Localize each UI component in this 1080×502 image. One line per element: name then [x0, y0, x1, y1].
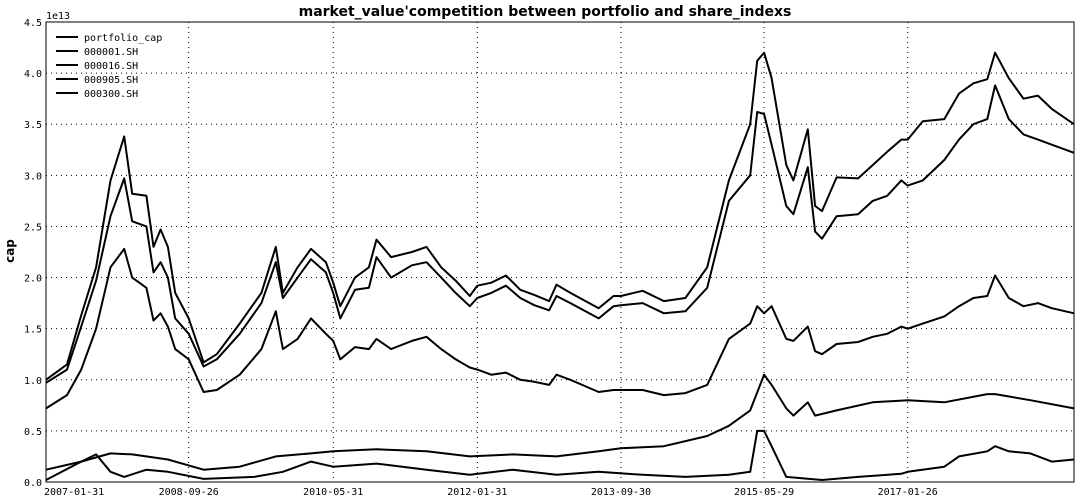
y-axis-label: cap [3, 239, 17, 263]
x-tick-label: 2015-05-29 [734, 487, 794, 498]
y-tick-label: 1.0 [24, 376, 42, 387]
y-tick-label: 4.5 [24, 18, 42, 29]
grid [46, 22, 1074, 482]
x-tick-label: 2013-09-30 [591, 487, 651, 498]
x-tick-label: 2017-01-26 [878, 487, 938, 498]
series-line-000905-sh [45, 373, 1075, 471]
y-tick-label: 1.5 [24, 325, 42, 336]
x-tick-label: 2007-01-31 [44, 487, 104, 498]
chart-title: market_value'competition between portfol… [299, 4, 792, 20]
y-tick-label: 0.0 [24, 478, 42, 489]
x-tick-label: 2010-05-31 [303, 487, 363, 498]
series-line-000016-sh [45, 247, 1075, 410]
y-tick-label: 0.5 [24, 427, 42, 438]
y-tick-label: 4.0 [24, 69, 42, 80]
legend-label: 000001.SH [84, 47, 138, 58]
x-tick-label: 2012-01-31 [447, 487, 507, 498]
legend-label: 000016.SH [84, 61, 138, 72]
tick-labels: 0.0 0.5 1.0 1.5 2.0 2.5 3.0 3.5 4.0 4.5 2007-01-31… [24, 18, 938, 498]
y-tick-label: 2.5 [24, 222, 42, 233]
y-tick-label: 2.0 [24, 274, 42, 285]
x-tick-label: 2008-09-26 [159, 487, 219, 498]
y-tick-label: 3.0 [24, 171, 42, 182]
legend-label: portfolio_cap [84, 33, 162, 44]
y-scale-label: 1e13 [46, 11, 70, 22]
legend-label: 000905.SH [84, 75, 138, 86]
series-line-000300-sh [45, 429, 1075, 481]
series-line-000001-sh [45, 84, 1075, 384]
series-line-portfolio-cap [45, 51, 1075, 381]
legend-label: 000300.SH [84, 89, 138, 100]
plot-frame [45, 21, 1075, 483]
y-tick-label: 3.5 [24, 120, 42, 131]
legend: portfolio_cap 000001.SH 000016.SH 000905.SH… [56, 33, 162, 100]
series-lines [45, 51, 1075, 481]
